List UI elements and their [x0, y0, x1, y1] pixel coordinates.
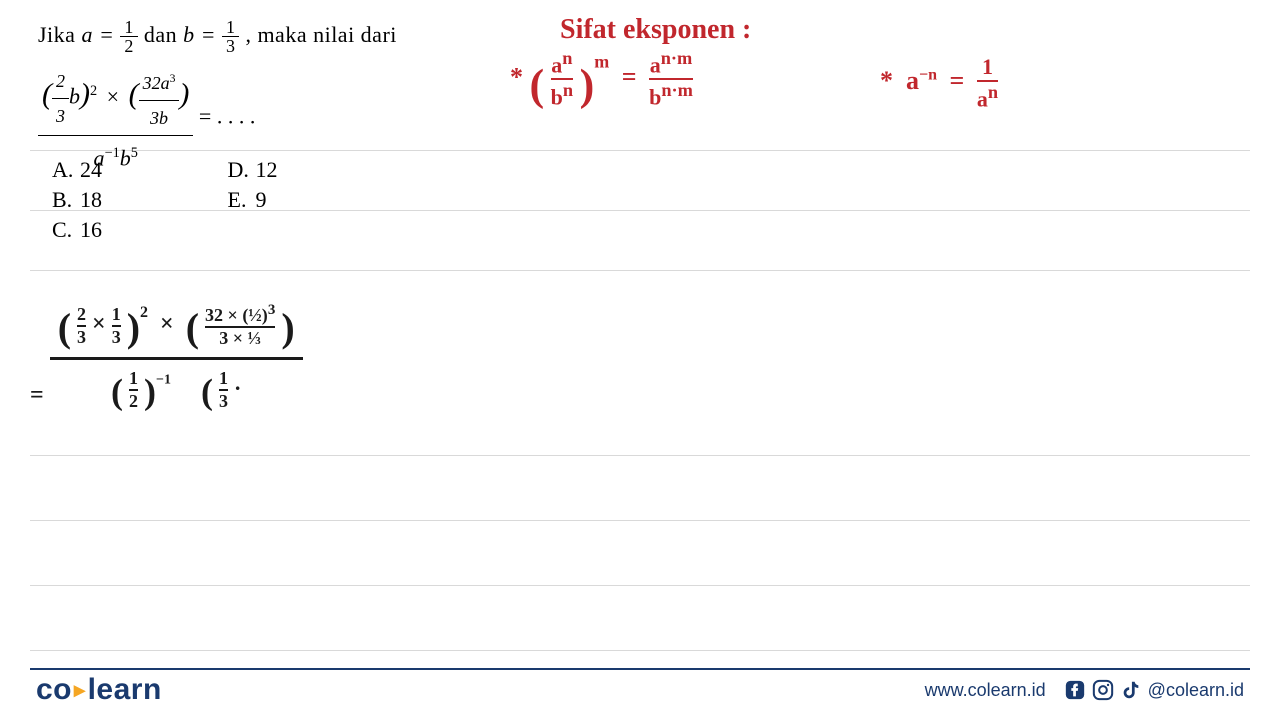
tiktok-icon [1120, 679, 1142, 701]
notes-rule2: * a−n = 1 an [880, 54, 998, 112]
footer-handle: @colearn.id [1148, 680, 1244, 701]
ruled-line [30, 270, 1250, 271]
problem-statement: Jika a = 1 2 dan b = 1 3 , maka nilai da… [38, 18, 397, 55]
fraction-half: 1 2 [120, 18, 138, 55]
logo-dot-icon: ▸ [74, 677, 86, 702]
ruled-line [30, 520, 1250, 521]
footer: co▸learn www.colearn.id @colearn.id [0, 668, 1280, 720]
worked-solution: = ( 2 3 × 1 3 )2 × ( 32 × (½)3 3 × ⅓ [30, 300, 303, 413]
colearn-logo: co▸learn [36, 673, 162, 707]
notes-rule1: * ( an bn )m = an·m bn·m [510, 48, 693, 111]
footer-url: www.colearn.id [925, 680, 1046, 701]
text: , maka nilai dari [245, 22, 396, 47]
text: Jika [38, 22, 81, 47]
ruled-line [30, 455, 1250, 456]
footer-divider [30, 668, 1250, 670]
answer-options: A.24 B.18 C.16 D.12 E.9 [52, 155, 278, 245]
var-a: a = [81, 22, 114, 47]
option-d: D.12 [228, 155, 278, 185]
instagram-icon [1092, 679, 1114, 701]
option-a: A.24 [52, 155, 102, 185]
option-c: C.16 [52, 215, 102, 245]
var-b: b = [183, 22, 216, 47]
notes-title: Sifat eksponen : [560, 14, 751, 46]
ruled-line [30, 585, 1250, 586]
option-e: E.9 [228, 185, 278, 215]
social-icons: @colearn.id [1064, 679, 1244, 701]
ruled-line [30, 650, 1250, 651]
text: dan [144, 22, 183, 47]
option-b: B.18 [52, 185, 102, 215]
equals-dots: = . . . . [199, 104, 255, 129]
fraction-third: 1 3 [222, 18, 240, 55]
facebook-icon [1064, 679, 1086, 701]
